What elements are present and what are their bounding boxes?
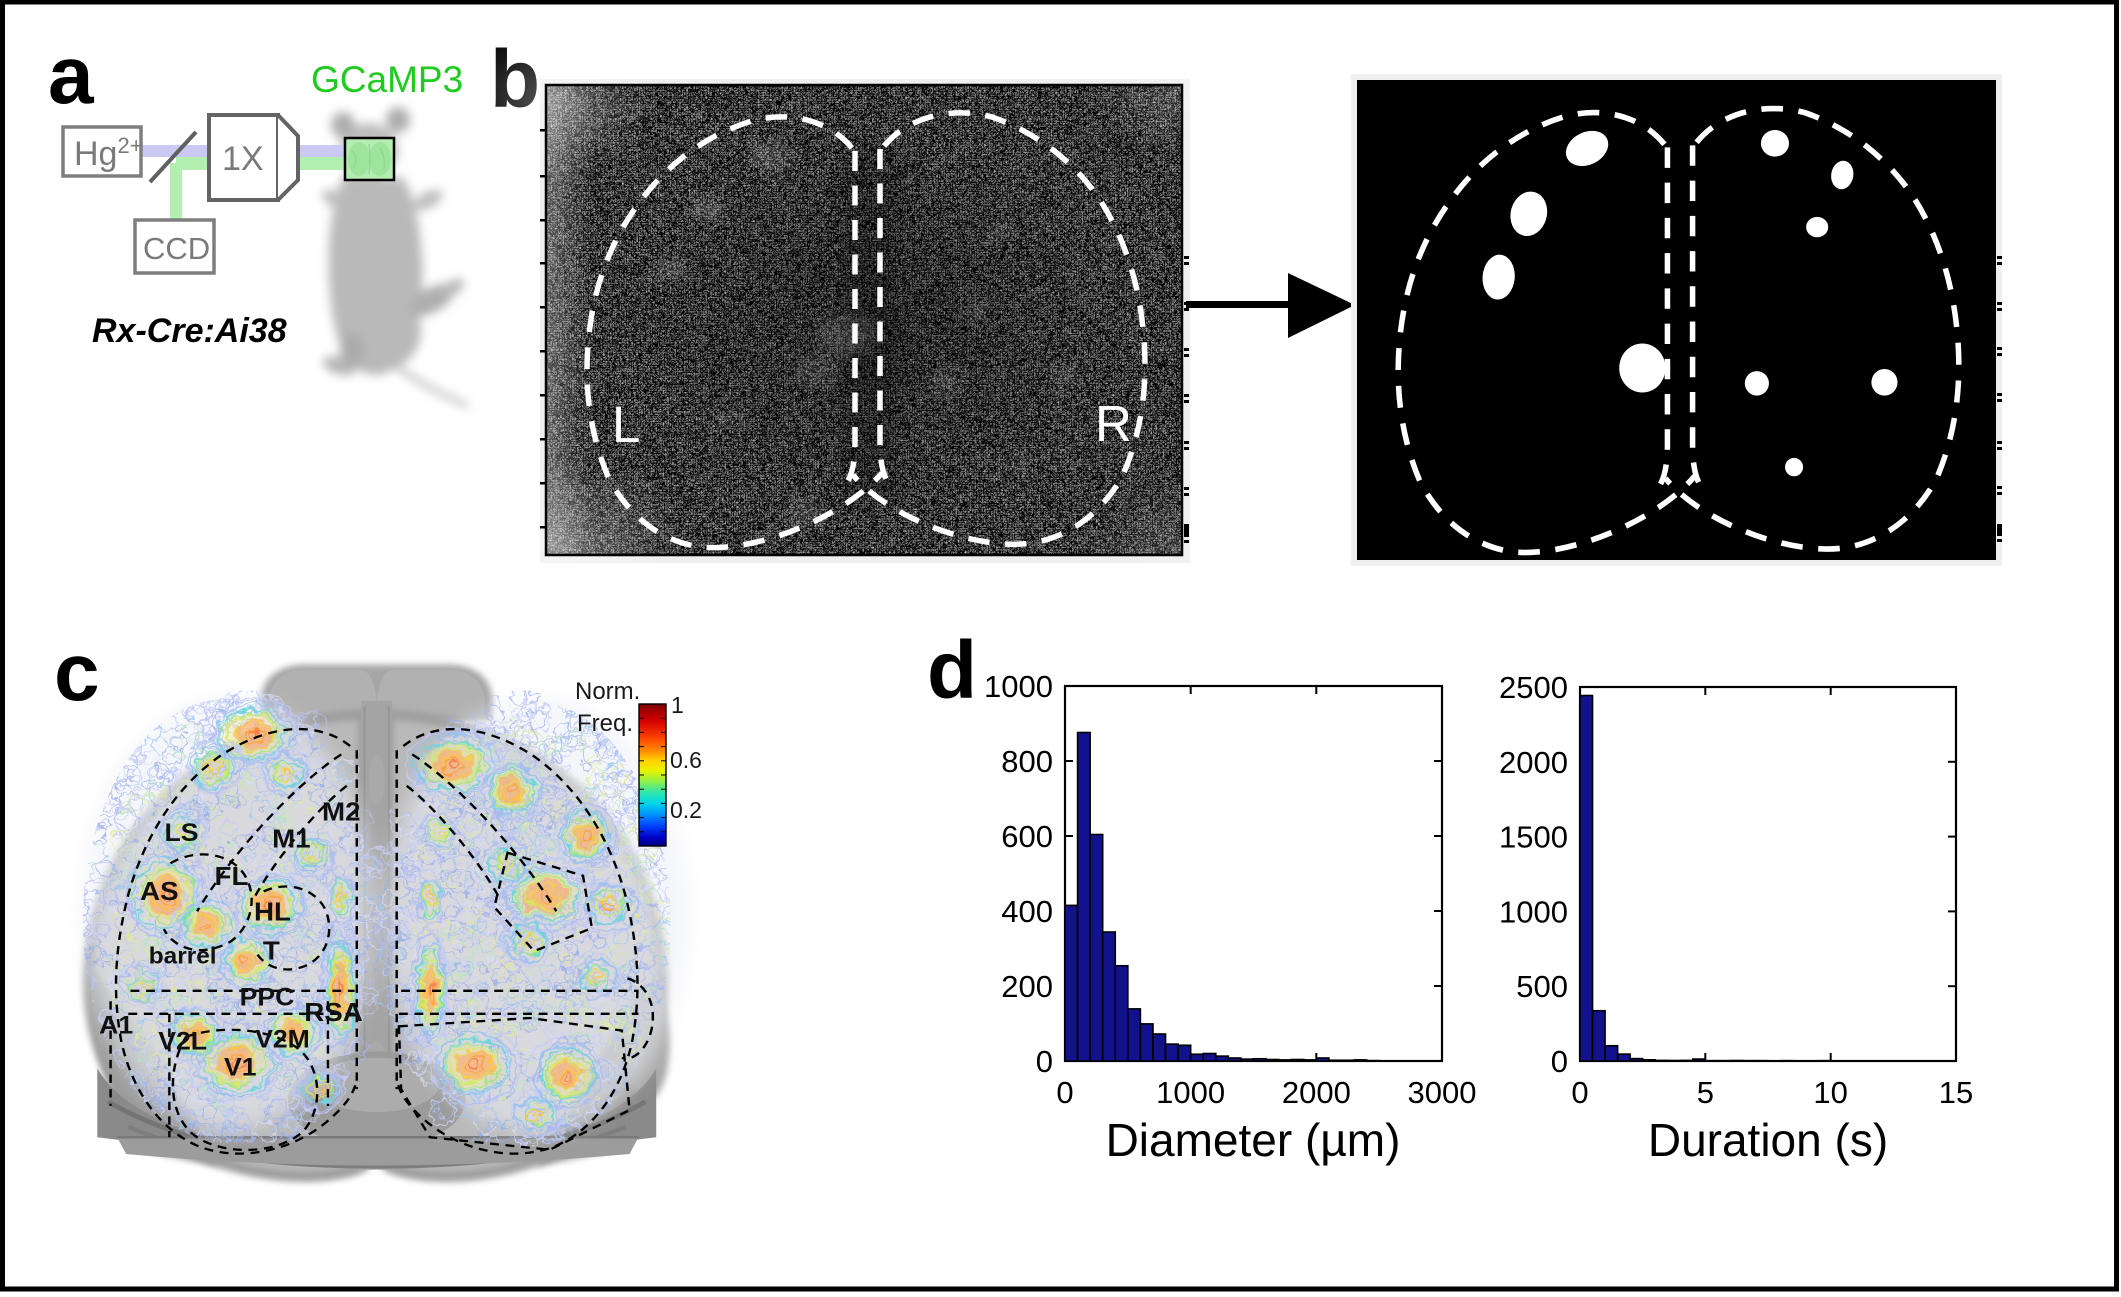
svg-text:PPC: PPC: [240, 984, 295, 1011]
svg-text:FL: FL: [215, 862, 249, 891]
svg-text:0: 0: [1551, 1044, 1568, 1079]
svg-text:CCD: CCD: [143, 231, 210, 266]
svg-text:800: 800: [1001, 744, 1053, 779]
svg-text:1500: 1500: [1499, 820, 1568, 855]
svg-text:V2L: V2L: [158, 1028, 207, 1055]
svg-text:15: 15: [1939, 1075, 1973, 1110]
svg-text:Freq.: Freq.: [577, 710, 633, 737]
svg-text:d: d: [927, 625, 977, 716]
svg-text:200: 200: [1001, 969, 1053, 1004]
svg-text:0: 0: [1056, 1075, 1073, 1110]
svg-text:barrel: barrel: [149, 944, 217, 969]
svg-text:10: 10: [1813, 1075, 1847, 1110]
svg-text:0.2: 0.2: [670, 797, 702, 823]
svg-text:LS: LS: [165, 820, 199, 847]
svg-text:GCaMP3: GCaMP3: [311, 59, 463, 100]
svg-text:R: R: [1095, 395, 1132, 452]
svg-text:2500: 2500: [1499, 670, 1568, 705]
svg-text:M1: M1: [272, 824, 311, 853]
svg-text:3000: 3000: [1408, 1075, 1477, 1110]
svg-text:L: L: [612, 396, 640, 453]
svg-text:Duration (s): Duration (s): [1648, 1114, 1888, 1166]
svg-text:1000: 1000: [1156, 1075, 1225, 1110]
svg-text:T: T: [263, 936, 280, 965]
svg-text:Diameter (µm): Diameter (µm): [1106, 1114, 1401, 1166]
svg-text:500: 500: [1516, 969, 1568, 1004]
svg-text:1000: 1000: [1499, 894, 1568, 929]
svg-text:400: 400: [1001, 894, 1053, 929]
svg-text:RSA: RSA: [304, 998, 363, 1027]
svg-text:1X: 1X: [222, 140, 264, 178]
svg-text:M2: M2: [322, 797, 360, 826]
svg-text:V2M: V2M: [255, 1026, 310, 1053]
svg-text:a: a: [48, 30, 95, 121]
svg-text:V1: V1: [224, 1054, 257, 1081]
svg-text:2000: 2000: [1282, 1075, 1351, 1110]
svg-text:0: 0: [1036, 1044, 1053, 1079]
svg-text:2000: 2000: [1499, 745, 1568, 780]
svg-text:0.6: 0.6: [670, 747, 702, 773]
svg-text:1: 1: [671, 692, 684, 718]
svg-text:5: 5: [1697, 1075, 1714, 1110]
svg-text:1000: 1000: [984, 669, 1053, 704]
svg-text:A1: A1: [99, 1012, 133, 1039]
svg-text:c: c: [54, 627, 100, 718]
svg-text:HL: HL: [254, 897, 291, 926]
svg-text:0: 0: [1571, 1075, 1588, 1110]
svg-text:600: 600: [1001, 819, 1053, 854]
svg-text:Rx-Cre:Ai38: Rx-Cre:Ai38: [92, 312, 287, 350]
svg-text:Norm.: Norm.: [575, 678, 640, 705]
svg-text:AS: AS: [140, 877, 178, 906]
